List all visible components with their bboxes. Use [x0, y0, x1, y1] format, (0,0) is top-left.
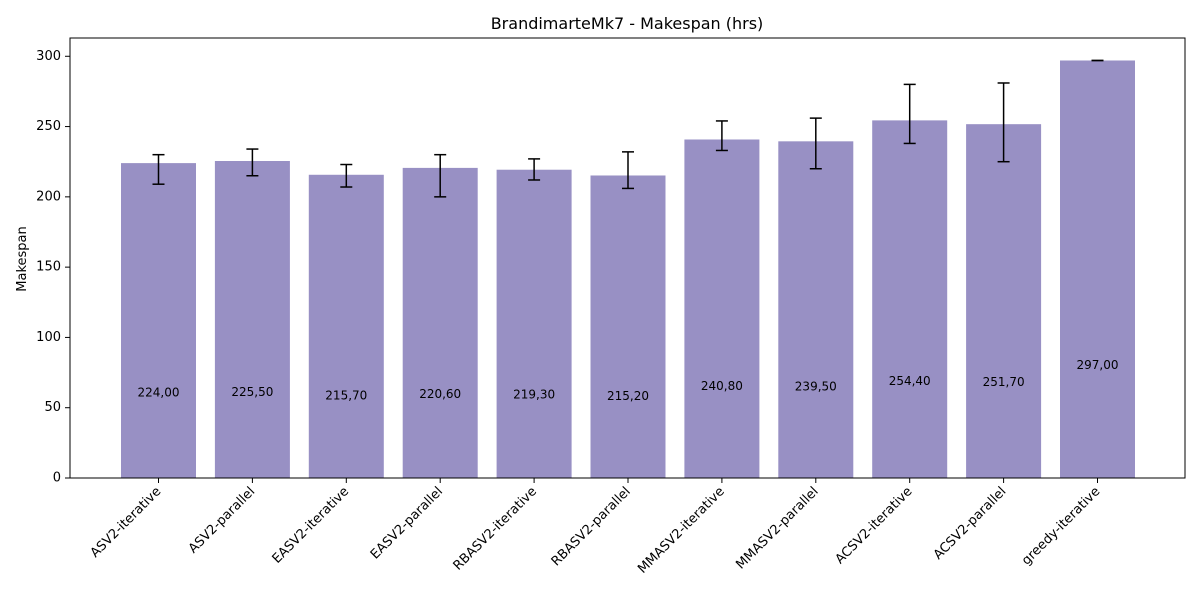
value-labels-layer: 224,00 225,50 215,70 220,60 219,30 215,20 240,…: [138, 358, 1119, 403]
bar: [966, 124, 1042, 479]
x-tick-label: MMASV2-parallel: [733, 484, 821, 572]
data-label: 225,50: [231, 385, 273, 399]
bar: [402, 167, 478, 479]
data-label: 220,60: [419, 387, 461, 401]
x-tick-label: ACSV2-parallel: [931, 484, 1010, 563]
y-tick-label: 50: [44, 400, 61, 415]
bar: [590, 175, 666, 478]
data-label: 240,80: [701, 379, 743, 393]
data-label: 215,70: [325, 389, 367, 403]
error-bars-layer: [152, 59, 1104, 198]
data-label: 224,00: [138, 385, 180, 399]
x-tick-label: ASV2-iterative: [88, 484, 165, 561]
bar: [496, 169, 572, 478]
data-label: 251,70: [983, 375, 1025, 389]
bar: [308, 174, 384, 479]
y-tick-label: 150: [36, 260, 61, 275]
x-tick-label: MMASV2-iterative: [635, 484, 728, 577]
bars-layer: [121, 60, 1135, 479]
y-tick-label: 100: [36, 330, 61, 345]
bar: [214, 161, 290, 479]
plot-frame: [69, 37, 1186, 479]
bar: [872, 120, 948, 478]
x-tick-label: RBASV2-parallel: [549, 484, 634, 569]
x-tick-label: ASV2-parallel: [186, 484, 258, 556]
data-label: 254,40: [889, 374, 931, 388]
data-label: 215,20: [607, 389, 649, 403]
y-axis: 0 50 100 150 200 250 300: [36, 49, 70, 486]
x-tick-label: EASV2-parallel: [368, 484, 446, 562]
bar: [1060, 60, 1135, 479]
y-tick-label: 300: [36, 49, 61, 64]
y-axis-label: Makespan: [15, 226, 30, 291]
bar: [121, 163, 196, 478]
bar: [778, 141, 854, 478]
x-axis: ASV2-iterative ASV2-parallel EASV2-iterati…: [88, 478, 1103, 577]
y-tick-label: 200: [36, 189, 61, 204]
data-label: 219,30: [513, 387, 555, 401]
x-tick-label: RBASV2-iterative: [451, 484, 540, 573]
x-tick-label: EASV2-iterative: [270, 484, 352, 566]
bar: [684, 139, 760, 478]
x-tick-label: ACSV2-iterative: [833, 484, 916, 567]
y-tick-label: 0: [53, 471, 61, 486]
data-label: 297,00: [1077, 358, 1119, 372]
data-label: 239,50: [795, 380, 837, 394]
x-tick-label: greedy-iterative: [1019, 484, 1103, 568]
y-tick-label: 250: [36, 119, 61, 134]
chart-title: BrandimarteMk7 - Makespan (hrs): [491, 14, 764, 33]
